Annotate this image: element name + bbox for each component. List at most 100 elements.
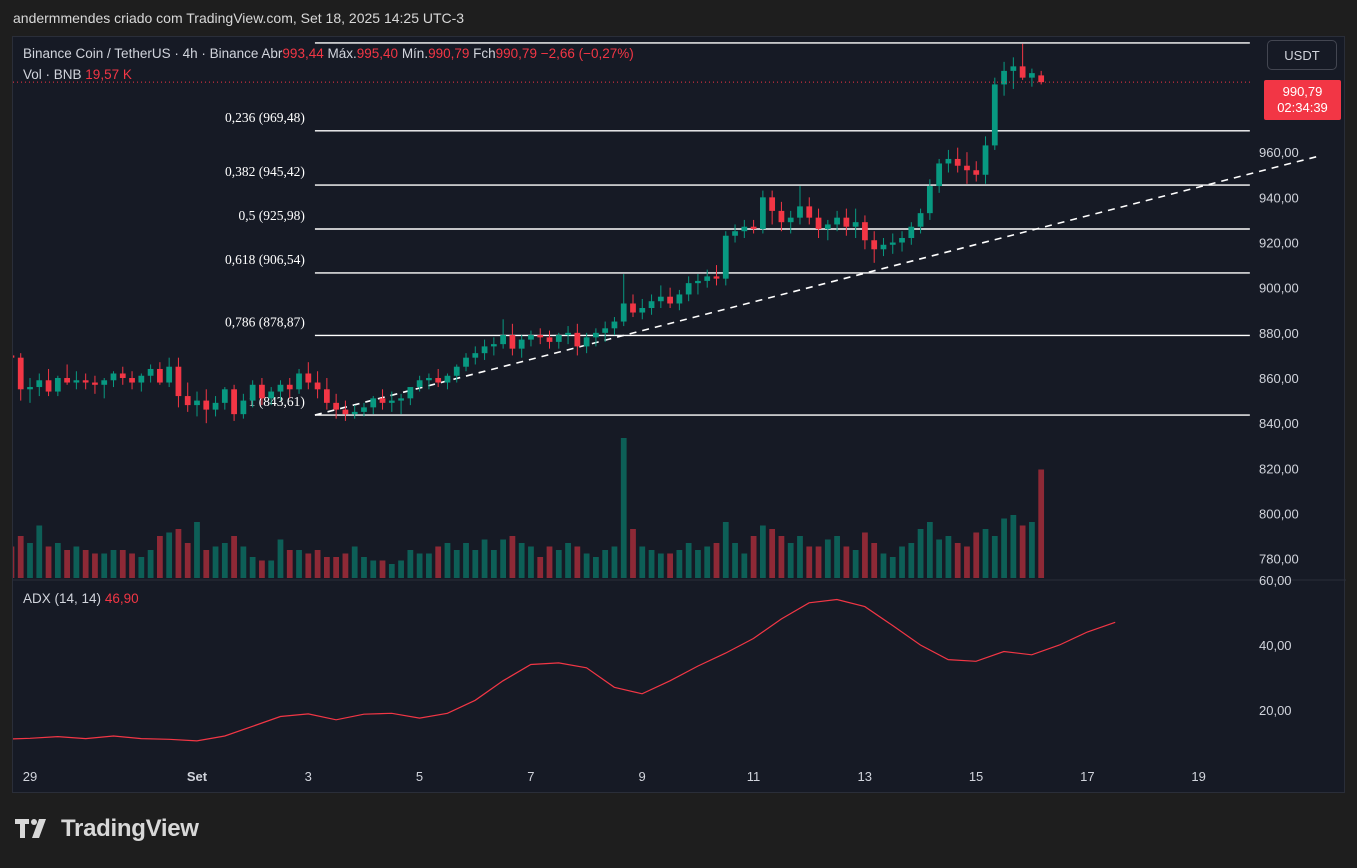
volume-bar (936, 539, 943, 578)
candle-body (361, 407, 367, 412)
adx-line (13, 598, 1116, 742)
candle-body (463, 357, 469, 367)
candle-body (54, 378, 61, 392)
tradingview-logo-icon (15, 819, 46, 838)
candle-body (175, 366, 182, 397)
candle-body (685, 283, 692, 295)
candle-body (750, 226, 757, 229)
candle-body (880, 244, 887, 250)
volume-bar (277, 539, 284, 578)
high-label: Máx. (327, 46, 357, 61)
volume-bar (750, 536, 757, 578)
price-axis-tick: 920,00 (1259, 236, 1299, 251)
volume-bar (110, 550, 117, 578)
candle-body (13, 355, 15, 358)
volume-value: 19,57 K (85, 67, 132, 82)
candle-body (481, 346, 488, 354)
candle-body (862, 222, 868, 241)
volume-bar (722, 522, 729, 578)
close-label: Fch (473, 46, 496, 61)
candle-body (630, 303, 636, 313)
trendline (314, 155, 1319, 416)
candle-body (657, 296, 664, 302)
adx-axis-tick: 40,00 (1259, 638, 1292, 653)
volume-bar (296, 550, 302, 578)
time-axis-tick: 11 (747, 769, 761, 784)
time-axis-tick: 13 (858, 769, 872, 784)
candle-body (249, 384, 256, 401)
volume-bar (305, 553, 312, 578)
candle-body (73, 380, 80, 383)
volume-bar (824, 539, 831, 578)
change-value: −2,66 (−0,27%) (540, 46, 634, 61)
candle-body (305, 373, 312, 383)
price-chart[interactable]: 0 (1.008,36)0,236 (969,48)0,382 (945,42)… (13, 37, 1346, 794)
volume-bar (426, 553, 432, 578)
candle-body (926, 186, 933, 214)
candle-body (778, 210, 785, 223)
volume-bar (964, 546, 970, 578)
candle-body (695, 280, 701, 284)
volume-bar (518, 543, 525, 578)
volume-bar (175, 529, 182, 578)
dashed-trendline (314, 155, 1319, 416)
volume-bar (286, 550, 293, 578)
volume-bar (138, 557, 145, 578)
candle-body (323, 389, 330, 403)
candle-body (370, 398, 377, 408)
adx-legend[interactable]: ADX (14, 14) 46,90 (23, 591, 139, 606)
volume-bar (871, 543, 878, 578)
volume-bar (546, 546, 553, 578)
candle-body (333, 402, 340, 410)
volume-bar (472, 550, 479, 578)
volume-bar (555, 550, 562, 578)
volume-bar (64, 550, 70, 578)
fib-level-label: 0,236 (969,48) (225, 110, 305, 125)
fib-level-label: 0,382 (945,42) (225, 164, 305, 179)
price-axis-tick: 820,00 (1259, 461, 1299, 476)
volume-bar (435, 546, 442, 578)
adx-axis-tick: 60,00 (1259, 573, 1292, 588)
tradingview-brand[interactable]: TradingView (15, 815, 199, 843)
volume-bar (954, 543, 961, 578)
last-price: 990,79 (1282, 84, 1323, 99)
currency-button[interactable]: USDT (1267, 40, 1337, 70)
volume-bar (537, 557, 544, 578)
volume-bar (17, 536, 24, 578)
volume-bar (926, 522, 933, 578)
candle-body (92, 382, 98, 385)
fibonacci-retracement: 0 (1.008,36)0,236 (969,48)0,382 (945,42)… (225, 42, 1250, 416)
volume-bar (231, 536, 237, 578)
candle-body (166, 366, 173, 383)
candle-body (17, 357, 24, 390)
symbol-legend[interactable]: Binance Coin / TetherUS · 4h · Binance A… (23, 46, 634, 61)
volume-label: Vol · BNB (23, 67, 82, 82)
candle-body (509, 335, 516, 349)
candle-body (954, 158, 961, 166)
candle-body (416, 380, 423, 388)
volume-bar (982, 529, 989, 578)
volume-bar (880, 553, 887, 578)
volume-bar (166, 532, 173, 578)
candle-body (871, 240, 878, 250)
candle-body (945, 158, 952, 164)
volume-bar (565, 543, 571, 578)
candle-body (620, 303, 627, 322)
candle-body (110, 373, 117, 381)
volume-bar (351, 546, 358, 578)
candle-body (286, 384, 293, 390)
candle-body (407, 387, 414, 399)
chart-area[interactable]: 0 (1.008,36)0,236 (969,48)0,382 (945,42)… (12, 36, 1346, 794)
candle-body (314, 382, 321, 390)
volume-bar (657, 553, 664, 578)
symbol-name[interactable]: Binance Coin / TetherUS · 4h · Binance (23, 46, 259, 61)
candle-body (1001, 70, 1007, 85)
candle-body (648, 301, 655, 308)
candle-body (398, 398, 404, 401)
candle-body (722, 235, 729, 279)
volume-legend[interactable]: Vol · BNB 19,57 K (23, 67, 132, 82)
fib-level-label: 0,5 (925,98) (239, 208, 305, 223)
candle-body (583, 337, 590, 347)
volume-bar (361, 557, 367, 578)
price-axis-tick: 900,00 (1259, 281, 1299, 296)
